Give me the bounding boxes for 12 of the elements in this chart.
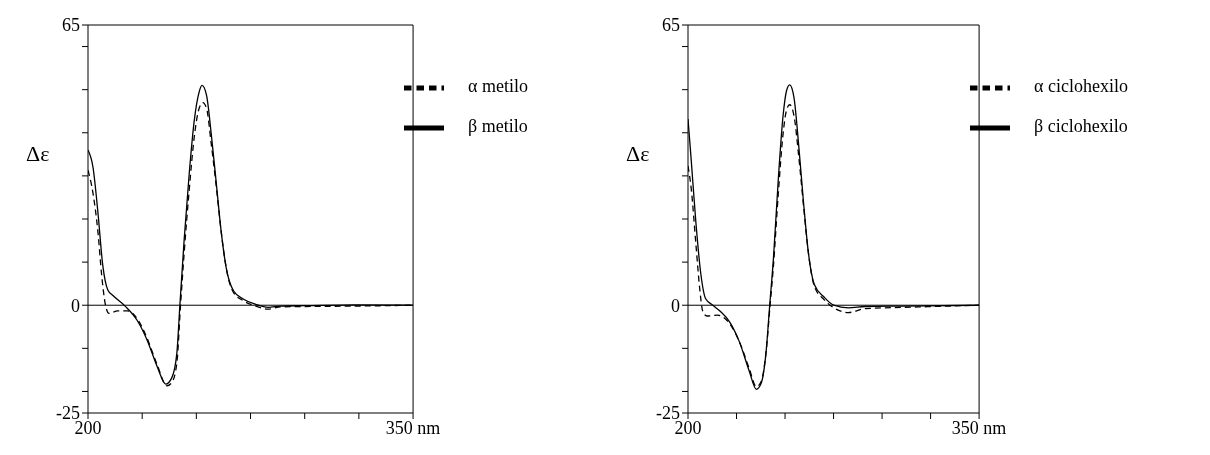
legend-label: α metilo xyxy=(468,76,528,97)
y-tick-label: 65 xyxy=(62,15,80,36)
x-tick-label: 350 nm xyxy=(385,417,441,438)
y-axis-title: Δε xyxy=(626,140,650,166)
legend-label: β metilo xyxy=(468,116,528,137)
y-tick-label: 0 xyxy=(71,295,80,316)
x-tick-label: 350 nm xyxy=(951,417,1007,438)
legend-label: α ciclohexilo xyxy=(1034,76,1128,97)
y-axis-title: Δε xyxy=(26,140,50,166)
legend-label: β ciclohexilo xyxy=(1034,116,1128,137)
y-tick-label: 65 xyxy=(662,15,680,36)
y-tick-label: 0 xyxy=(671,295,680,316)
